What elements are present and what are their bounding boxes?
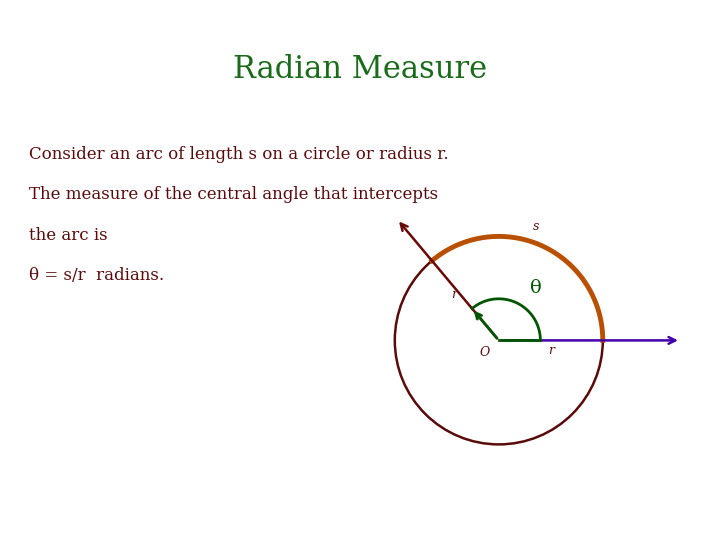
- Text: the arc is: the arc is: [29, 227, 107, 244]
- Text: The measure of the central angle that intercepts: The measure of the central angle that in…: [29, 186, 438, 203]
- Text: θ: θ: [530, 279, 541, 296]
- Text: r: r: [451, 288, 456, 301]
- Text: θ = s/r  radians.: θ = s/r radians.: [29, 267, 164, 284]
- Text: s: s: [533, 220, 539, 233]
- Text: O: O: [479, 346, 490, 360]
- Text: Radian Measure: Radian Measure: [233, 54, 487, 85]
- Text: r: r: [548, 345, 554, 357]
- Text: Consider an arc of length s on a circle or radius r.: Consider an arc of length s on a circle …: [29, 146, 449, 163]
